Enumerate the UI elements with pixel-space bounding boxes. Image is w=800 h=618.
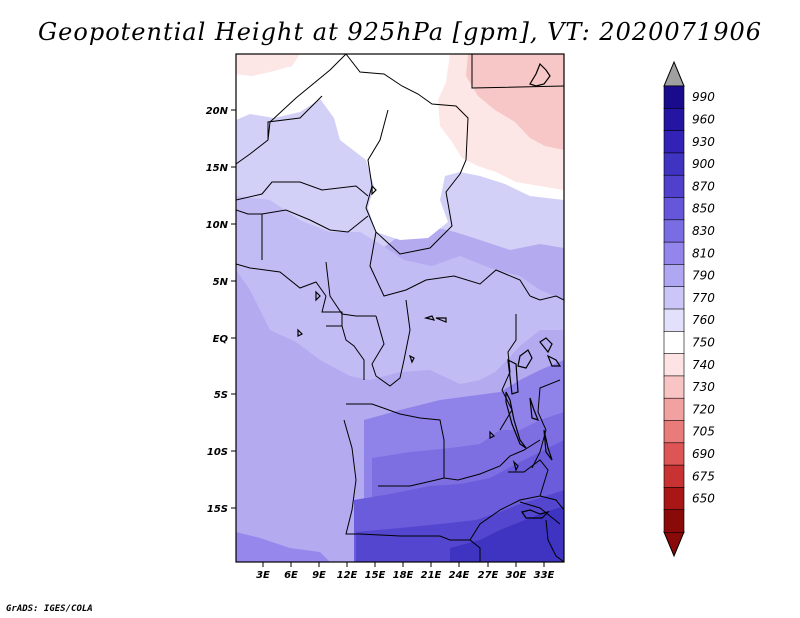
- colorbar-segment: [663, 197, 685, 221]
- colorbar-segment: [663, 353, 685, 377]
- colorbar-segment: [663, 108, 685, 132]
- colorbar-level-label: 810: [692, 246, 715, 260]
- colorbar: 990 960 930 900 870 850 830 810 790 770 760 750 740 7…: [663, 60, 715, 558]
- colorbar-level-label: 930: [692, 135, 715, 149]
- colorbar-level-label: 675: [692, 469, 715, 483]
- lakes: [297, 62, 562, 519]
- colorbar-level-label: 750: [692, 335, 715, 349]
- colorbar-level-label: 850: [692, 202, 715, 216]
- lat-label: EQ: [213, 334, 229, 345]
- map-title: Geopotential Height at 925hPa [gpm], VT:…: [38, 18, 762, 46]
- colorbar-level-label: 740: [692, 358, 715, 372]
- colorbar-segment: [663, 509, 685, 533]
- colorbar-level-label: 760: [692, 313, 715, 327]
- colorbar-segment: [663, 375, 685, 399]
- colorbar-level-label: 790: [692, 269, 715, 283]
- grads-credit: GrADS: IGES/COLA: [6, 604, 93, 614]
- lon-label: 9E: [312, 570, 326, 581]
- lon-label: 30E: [506, 570, 527, 581]
- colorbar-level-label: 960: [692, 112, 715, 126]
- lon-label: 12E: [337, 570, 358, 581]
- axis-ticks: [231, 109, 545, 567]
- colorbar-segment: [663, 286, 685, 310]
- colorbar-level-label: 720: [692, 402, 715, 416]
- colorbar-level-label: 650: [692, 492, 715, 506]
- colorbar-segment: [663, 85, 685, 109]
- colorbar-level-label: 870: [692, 179, 715, 193]
- colorbar-level-label: 770: [692, 291, 715, 305]
- colorbar-segment: [663, 241, 685, 266]
- colorbar-level-label: 990: [692, 90, 715, 104]
- lat-label: 15S: [207, 504, 228, 515]
- height-field: [236, 54, 564, 562]
- colorbar-level-label: 690: [692, 447, 715, 461]
- lon-label: 24E: [449, 570, 470, 581]
- lon-label: 18E: [393, 570, 414, 581]
- lat-label: 10N: [206, 220, 229, 231]
- colorbar-segment: [663, 464, 685, 489]
- lat-label: 20N: [206, 106, 229, 117]
- colorbar-segment: [663, 487, 685, 511]
- colorbar-segment: [663, 308, 685, 332]
- colorbar-segment: [663, 130, 685, 154]
- lon-label: 15E: [365, 570, 386, 581]
- latitude-labels: 20N 15N 10N 5N EQ 5S 10S 15S: [206, 106, 229, 515]
- colorbar-level-label: 730: [692, 380, 715, 394]
- lat-label: 5S: [214, 390, 228, 401]
- colorbar-segment: [663, 397, 685, 422]
- lon-label: 6E: [284, 570, 298, 581]
- colorbar-level-label: 900: [692, 157, 715, 171]
- colorbar-level-label: 830: [692, 224, 715, 238]
- colorbar-segment: [663, 420, 685, 444]
- lon-label: 33E: [534, 570, 555, 581]
- colorbar-bottom-arrow: [663, 531, 685, 558]
- map-frame: [235, 53, 565, 563]
- lon-label: 27E: [478, 570, 499, 581]
- colorbar-segment: [663, 219, 685, 243]
- colorbar-segment: [663, 442, 685, 466]
- colorbar-segment: [663, 264, 685, 288]
- lat-label: 10S: [207, 447, 228, 458]
- colorbar-segment: [663, 174, 685, 199]
- colorbar-segment: [663, 152, 685, 176]
- colorbar-segment: [663, 330, 685, 355]
- colorbar-top-arrow: [663, 60, 685, 87]
- lat-label: 15N: [206, 163, 229, 174]
- lon-label: 3E: [256, 570, 270, 581]
- lon-label: 21E: [421, 570, 442, 581]
- lat-label: 5N: [213, 277, 229, 288]
- longitude-labels: 3E 6E 9E 12E 15E 18E 21E 24E 27E 30E 33E: [256, 570, 554, 581]
- colorbar-level-label: 705: [692, 425, 715, 439]
